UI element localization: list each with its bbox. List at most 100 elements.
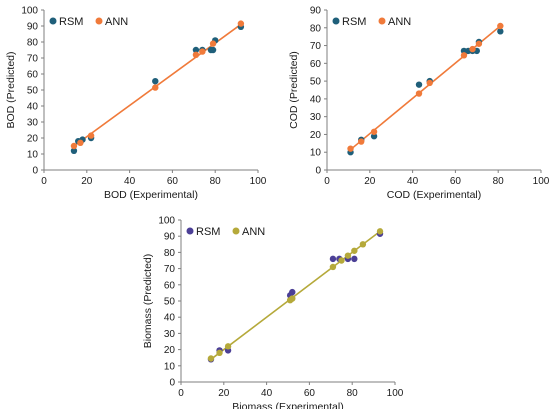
legend-marker-ann <box>378 17 386 25</box>
x-axis-label: COD (Experimental) <box>387 189 482 201</box>
data-point-ann <box>370 128 378 135</box>
chart-1: 0 20 40 60 80 100 0 10 20 30 40 50 60 70 80 90 100 BOD (E… <box>5 6 267 202</box>
data-point-ann <box>77 139 84 146</box>
x-tick-label: 60 <box>167 176 179 187</box>
y-tick-label: 100 <box>21 6 38 17</box>
x-tick-label: 60 <box>450 176 462 187</box>
x-tick-label: 20 <box>81 176 93 187</box>
legend-marker-rsm <box>186 227 194 235</box>
x-tick-label: 0 <box>178 388 184 399</box>
y-tick-label: 60 <box>164 280 176 291</box>
data-point-ann <box>475 40 483 47</box>
y-axis-label: BOD (Predicted) <box>5 51 17 128</box>
y-tick-label: 20 <box>164 345 176 356</box>
y-tick-label: 70 <box>310 41 322 52</box>
data-point-ann <box>376 228 384 235</box>
data-point-rsm <box>209 46 217 54</box>
y-tick-label: 0 <box>315 166 321 177</box>
data-point-ann <box>344 252 352 259</box>
x-tick-label: 40 <box>124 176 136 187</box>
data-point-rsm <box>152 78 159 85</box>
x-tick-label: 60 <box>304 388 316 399</box>
y-tick-label: 0 <box>169 378 175 389</box>
chart-2: 0 20 40 60 80 100 0 10 20 30 40 50 60 70 80 90 COD (Expe… <box>288 6 550 202</box>
data-point-ann <box>359 241 367 248</box>
y-tick-label: 60 <box>27 70 39 81</box>
data-point-ann <box>338 257 345 264</box>
x-axis-label: Biomass (Experimental) <box>232 401 343 409</box>
y-tick-label: 10 <box>27 150 39 161</box>
x-tick-label: 40 <box>261 388 273 399</box>
y-tick-label: 30 <box>164 329 176 340</box>
data-point-ann <box>70 142 78 150</box>
legend-marker-rsm <box>49 17 57 25</box>
x-tick-label: 20 <box>364 176 376 187</box>
y-tick-label: 40 <box>27 102 39 113</box>
y-tick-label: 20 <box>310 130 322 141</box>
data-point-ann <box>87 132 95 139</box>
y-tick-label: 50 <box>164 297 176 308</box>
legend-label: RSM <box>196 226 220 238</box>
y-tick-label: 10 <box>164 361 176 372</box>
legend-label: ANN <box>388 16 411 28</box>
y-tick-label: 50 <box>27 86 39 97</box>
data-point-ann <box>224 343 232 350</box>
data-point-rsm <box>351 255 358 263</box>
fit-line-ann <box>208 230 381 362</box>
data-point-ann <box>216 349 223 357</box>
y-tick-label: 30 <box>310 112 322 123</box>
data-point-ann <box>460 52 468 59</box>
data-point-ann <box>329 263 337 271</box>
data-point-ann <box>351 247 358 254</box>
y-tick-label: 10 <box>310 148 322 159</box>
data-point-ann <box>358 138 365 145</box>
data-point-ann <box>469 45 476 53</box>
y-tick-label: 100 <box>158 216 175 227</box>
data-point-ann <box>415 90 423 97</box>
y-axis-label: Biomass (Predicted) <box>142 254 154 349</box>
data-point-rsm <box>289 288 296 296</box>
data-point-rsm <box>192 46 200 54</box>
data-point-ann <box>192 51 200 58</box>
data-point-ann <box>237 20 245 27</box>
legend-label: ANN <box>242 226 265 238</box>
y-tick-label: 60 <box>310 59 322 70</box>
y-tick-label: 90 <box>27 22 39 33</box>
x-tick-label: 0 <box>41 176 47 187</box>
data-point-ann <box>209 40 217 47</box>
x-tick-label: 100 <box>387 388 404 399</box>
legend-label: RSM <box>342 16 366 28</box>
y-tick-label: 40 <box>310 94 322 105</box>
y-tick-label: 80 <box>164 248 176 259</box>
y-tick-label: 40 <box>164 313 176 324</box>
y-tick-label: 20 <box>27 134 39 145</box>
y-tick-label: 70 <box>164 264 176 275</box>
data-point-ann <box>347 145 354 152</box>
x-tick-label: 80 <box>493 176 505 187</box>
data-point-rsm <box>497 28 504 35</box>
y-axis-label: COD (Predicted) <box>288 51 300 129</box>
data-point-ann <box>497 22 504 30</box>
data-point-rsm <box>415 81 423 88</box>
x-tick-label: 0 <box>324 176 330 187</box>
y-tick-label: 70 <box>27 54 39 65</box>
legend-label: RSM <box>59 16 83 28</box>
data-point-ann <box>207 355 215 362</box>
x-tick-label: 100 <box>533 176 550 187</box>
x-tick-label: 80 <box>347 388 359 399</box>
x-axis-label: BOD (Experimental) <box>104 189 198 201</box>
legend-label: ANN <box>105 16 128 28</box>
legend-marker-ann <box>95 17 103 25</box>
x-tick-label: 100 <box>250 176 267 187</box>
y-tick-label: 50 <box>310 77 322 88</box>
y-tick-label: 30 <box>27 118 39 129</box>
legend-marker-ann <box>232 227 240 235</box>
x-tick-label: 40 <box>407 176 419 187</box>
data-point-rsm <box>329 255 337 263</box>
data-point-ann <box>152 84 159 91</box>
data-point-ann <box>289 295 296 302</box>
x-tick-label: 80 <box>210 176 222 187</box>
y-tick-label: 0 <box>32 166 38 177</box>
